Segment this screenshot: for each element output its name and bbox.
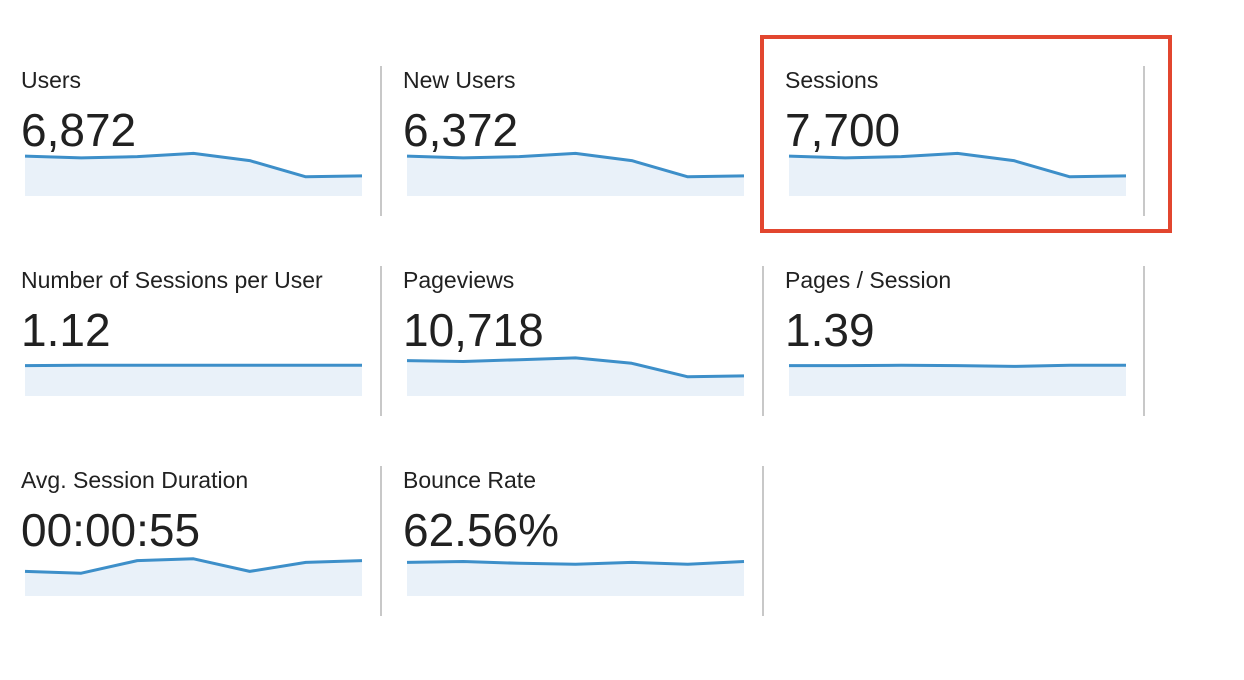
- sparkline-chart: [406, 560, 745, 596]
- sparkline-chart: [788, 151, 1127, 196]
- metric-label: Avg. Session Duration: [21, 467, 249, 493]
- metric-sessions-per-user[interactable]: Number of Sessions per User 1.12: [21, 266, 383, 416]
- sparkline-area: [407, 153, 744, 196]
- column-divider: [380, 66, 382, 216]
- sparkline-chart: [24, 151, 363, 196]
- column-divider: [762, 266, 764, 416]
- column-divider: [762, 466, 764, 616]
- sparkline-chart: [24, 557, 363, 596]
- metric-bounce-rate[interactable]: Bounce Rate 62.56%: [403, 466, 765, 616]
- metric-value: 6,872: [21, 104, 137, 156]
- metric-label: Bounce Rate: [403, 467, 536, 493]
- metric-label: Number of Sessions per User: [21, 267, 323, 293]
- metric-value: 6,372: [403, 104, 519, 156]
- sparkline-line: [24, 557, 363, 575]
- metric-pageviews[interactable]: Pageviews 10,718: [403, 266, 765, 416]
- sparkline-line: [406, 151, 745, 179]
- sparkline-chart: [406, 151, 745, 196]
- metric-label: Pageviews: [403, 267, 515, 293]
- sparkline-area: [407, 357, 744, 396]
- metric-pages-per-session[interactable]: Pages / Session 1.39: [785, 266, 1147, 416]
- metric-value: 1.39: [785, 304, 875, 356]
- sparkline-area: [25, 558, 362, 596]
- column-divider: [762, 66, 764, 216]
- metric-value: 10,718: [403, 304, 544, 356]
- column-divider: [1143, 266, 1145, 416]
- metric-label: Pages / Session: [785, 267, 952, 293]
- sparkline-area: [407, 561, 744, 596]
- metric-sessions[interactable]: Sessions 7,700: [785, 66, 1147, 216]
- metric-label: Users: [21, 67, 82, 93]
- sparkline-chart: [24, 363, 362, 396]
- sparkline-line: [406, 560, 745, 566]
- sparkline-chart: [406, 356, 745, 396]
- metric-value: 00:00:55: [21, 504, 201, 556]
- sparkline-chart: [789, 363, 1126, 396]
- column-divider: [380, 266, 382, 416]
- metric-label: New Users: [403, 67, 516, 93]
- metric-value: 7,700: [785, 104, 901, 156]
- sparkline-line: [788, 151, 1127, 179]
- column-divider: [1143, 66, 1145, 216]
- sparkline-area: [789, 365, 1126, 396]
- sparkline-area: [25, 153, 362, 196]
- sparkline-line: [406, 356, 745, 379]
- sparkline-area: [789, 153, 1126, 196]
- sparkline-line: [789, 363, 1126, 368]
- sparkline-line: [24, 151, 363, 179]
- metric-new-users[interactable]: New Users 6,372: [403, 66, 765, 216]
- metric-users[interactable]: Users 6,872: [21, 66, 383, 216]
- metric-value: 1.12: [21, 304, 111, 356]
- metric-value: 62.56%: [403, 504, 560, 556]
- sparkline-area: [25, 365, 362, 396]
- metric-avg-session-duration[interactable]: Avg. Session Duration 00:00:55: [21, 466, 383, 616]
- column-divider: [380, 466, 382, 616]
- metric-label: Sessions: [785, 67, 879, 93]
